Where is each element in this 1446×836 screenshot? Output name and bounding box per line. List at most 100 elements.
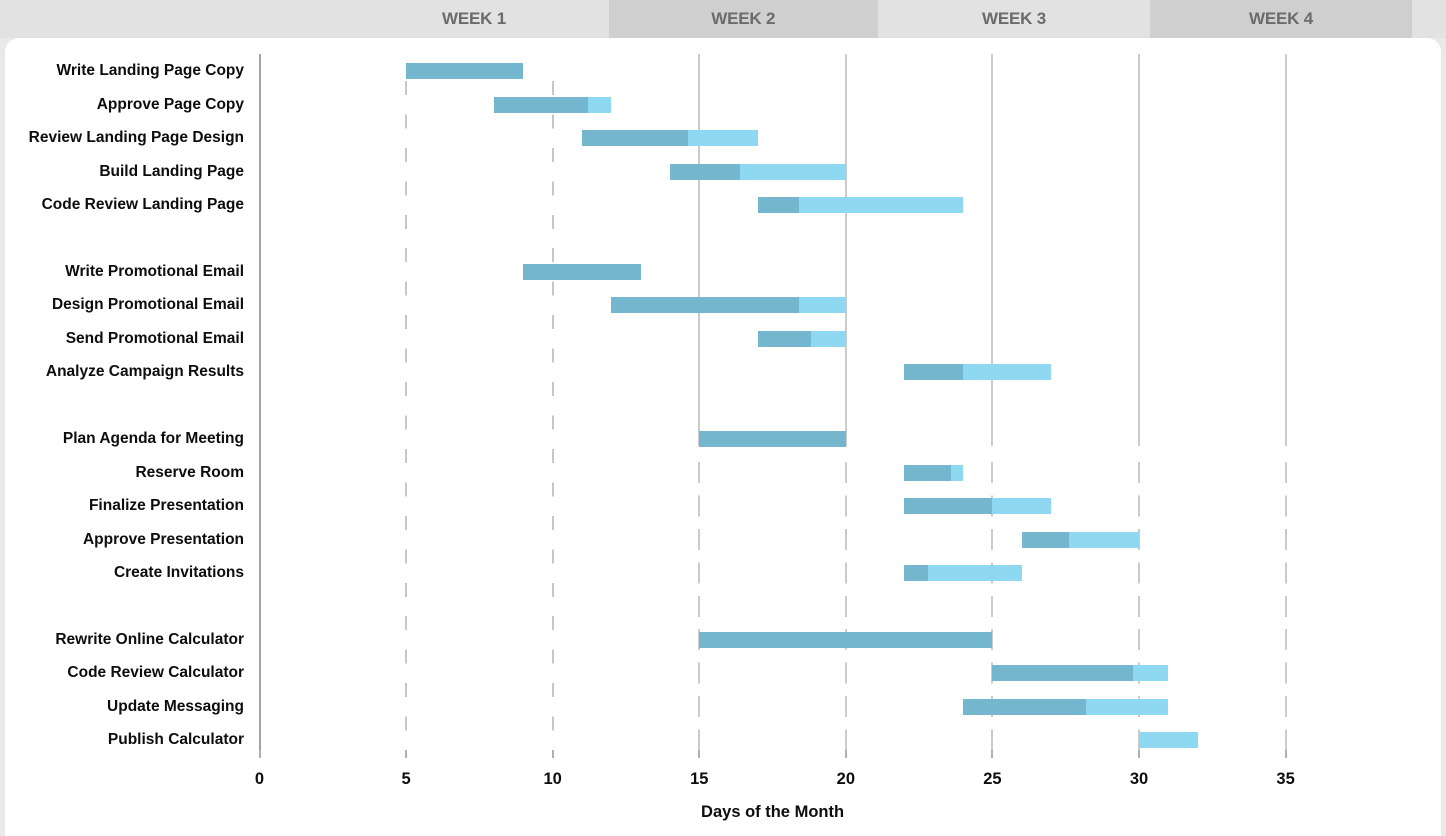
task-label: Build Landing Page [99, 162, 244, 180]
axis-tick [1138, 750, 1140, 758]
task-bar [669, 163, 846, 180]
task-bar [757, 330, 846, 347]
task-label: Approve Page Copy [96, 95, 244, 113]
task-label: Design Promotional Email [51, 296, 244, 314]
axis-tick-label: 25 [983, 770, 1002, 788]
task-label: Write Landing Page Copy [56, 62, 244, 80]
task-label: Rewrite Online Calculator [55, 630, 244, 648]
task-bar-complete [904, 364, 964, 381]
week-label: WEEK 4 [1249, 9, 1313, 28]
task-label: Analyze Campaign Results [45, 363, 244, 381]
axis-tick [1284, 750, 1287, 758]
task-bar-remaining [1068, 531, 1139, 548]
gridline-day-20 [844, 462, 847, 757]
axis-tick-label: 20 [836, 770, 855, 788]
axis-tick [258, 750, 261, 758]
axis-tick-label: 30 [1129, 770, 1149, 788]
task-bar [581, 130, 758, 147]
task-bar-complete [523, 263, 641, 280]
axis-tick [991, 750, 994, 758]
task-bar-remaining [1086, 698, 1169, 715]
task-bar [757, 197, 964, 213]
gridline-day-15 [698, 54, 701, 446]
task-bar-remaining [798, 197, 964, 213]
task-label: Write Promotional Email [65, 262, 244, 280]
task-bar-complete [581, 130, 688, 147]
task-bar [904, 564, 1022, 581]
task-bar-remaining [587, 96, 612, 113]
task-bar-remaining [687, 130, 758, 147]
task-label: Update Messaging [107, 697, 244, 715]
axis-tick [844, 750, 847, 758]
task-label: Code Review Calculator [67, 664, 244, 682]
axis-tick [405, 750, 408, 758]
task-bar-remaining [963, 364, 1052, 381]
gridline-day-30 [1138, 462, 1140, 757]
week-header-segment: WEEK 4 [1150, 0, 1412, 38]
axis-tick [551, 750, 554, 758]
week-header-segment: WEEK 1 [339, 0, 609, 38]
task-bar [992, 665, 1169, 682]
task-bar [699, 431, 846, 448]
task-bar [1021, 531, 1139, 548]
week-header-segment [1412, 0, 1446, 38]
gridline-day-35 [1284, 54, 1287, 446]
task-bar-complete [757, 330, 811, 347]
gridline-day-35 [1284, 462, 1287, 757]
gridline-day-25 [991, 54, 994, 446]
task-label: Code Review Landing Page [41, 196, 244, 213]
task-bar-remaining [927, 564, 1022, 581]
axis-tick-label: 35 [1276, 770, 1295, 788]
gridline-day-30 [1138, 54, 1140, 446]
task-bar-remaining [1139, 732, 1198, 749]
task-label: Approve Presentation [82, 530, 244, 548]
task-bar-complete [494, 96, 588, 113]
task-bar [904, 364, 1052, 381]
task-bar-complete [904, 498, 993, 515]
week-header-segment [0, 0, 340, 38]
task-bar [406, 63, 524, 80]
task-bar [699, 631, 993, 648]
task-bar [1139, 732, 1198, 749]
task-bar-remaining [992, 498, 1052, 515]
task-bar-remaining [951, 464, 964, 481]
task-bar [904, 498, 1052, 515]
gridline-day-5 [405, 81, 408, 757]
task-label: Create Invitations [113, 563, 244, 581]
task-bar-complete [699, 631, 993, 648]
task-bar-complete [699, 431, 846, 448]
task-bar-complete [1021, 531, 1069, 548]
task-label: Finalize Presentation [88, 497, 244, 515]
axis-tick-label: 10 [543, 770, 562, 788]
task-bar-remaining [810, 330, 846, 347]
week-label: WEEK 1 [442, 9, 506, 28]
task-bar [523, 263, 641, 280]
task-bar-complete [406, 63, 524, 80]
axis-tick-label: 5 [401, 770, 411, 788]
task-bar [611, 297, 846, 314]
task-bar-complete [669, 163, 741, 180]
task-bar-complete [992, 665, 1134, 682]
task-bar-remaining [1133, 665, 1169, 682]
gridline-day-10 [551, 81, 554, 757]
task-bar-complete [904, 564, 928, 581]
task-label: Review Landing Page Design [28, 129, 244, 147]
gridline-day-25 [991, 462, 994, 757]
task-bar-remaining [798, 297, 846, 314]
task-bar-remaining [740, 163, 846, 180]
gridline-day-15 [698, 462, 701, 757]
week-label: WEEK 3 [982, 9, 1046, 28]
x-axis-title: Days of the Month [701, 803, 845, 821]
axis-tick [698, 750, 701, 758]
task-bar-complete [757, 197, 799, 213]
task-bar [904, 464, 964, 481]
week-header-segment: WEEK 2 [608, 0, 878, 38]
task-bar-complete [963, 698, 1087, 715]
week-header-segment: WEEK 3 [878, 0, 1150, 38]
task-label: Send Promotional Email [65, 329, 244, 347]
task-label: Publish Calculator [107, 731, 244, 749]
week-label: WEEK 2 [711, 9, 776, 28]
task-bar [963, 698, 1169, 715]
axis-tick-label: 0 [254, 770, 265, 788]
